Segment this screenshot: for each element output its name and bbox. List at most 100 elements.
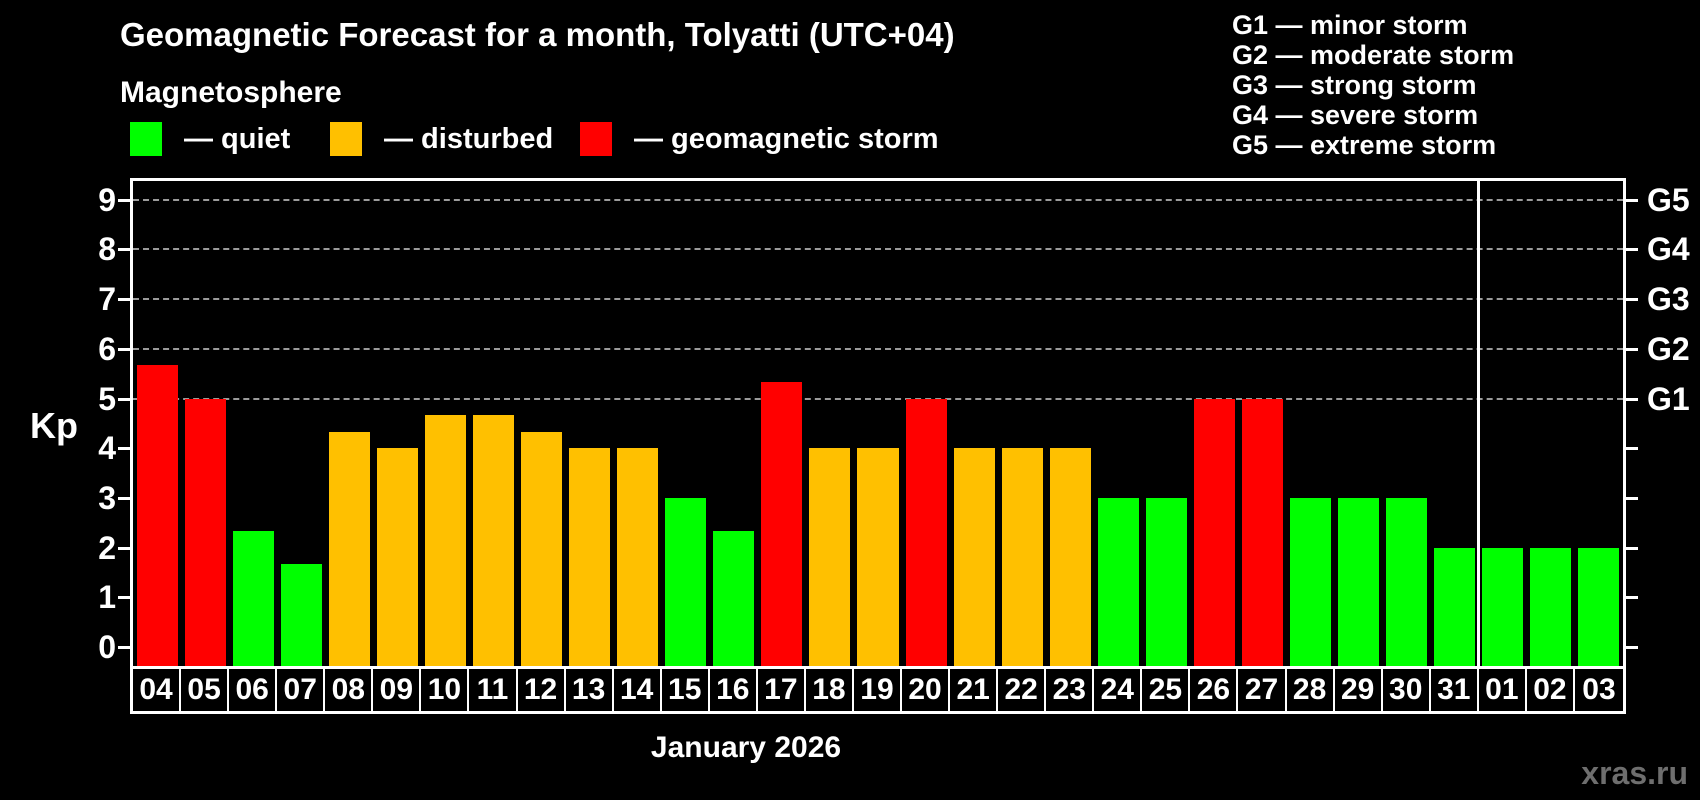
day-cell-11: 11 <box>469 669 518 711</box>
bar-day-01 <box>1482 547 1524 668</box>
left-tick-kp1 <box>118 596 131 600</box>
y-tick-label-4: 4 <box>98 430 116 467</box>
day-cell-15: 15 <box>662 669 710 711</box>
day-cell-21: 21 <box>950 669 999 711</box>
g-axis-label-G2: G2 <box>1647 330 1690 367</box>
g-scale-legend: G1 — minor storm G2 — moderate storm G3 … <box>1232 10 1514 160</box>
left-tick-kp3 <box>118 496 131 500</box>
gridline-kp6 <box>133 347 1623 350</box>
g-legend-line-g2: G2 — moderate storm <box>1232 40 1515 70</box>
right-tick-kp1 <box>1625 596 1638 600</box>
g-legend-line-g4: G4 — severe storm <box>1232 100 1479 130</box>
day-cell-28: 28 <box>1287 669 1335 711</box>
y-tick-label-5: 5 <box>98 380 116 417</box>
left-tick-kp8 <box>118 248 131 252</box>
right-tick-kp8 <box>1625 248 1638 252</box>
right-tick-kp9 <box>1625 198 1638 202</box>
day-cell-06: 06 <box>229 669 278 711</box>
gridline-kp7 <box>133 298 1623 301</box>
legend-label-storm: — geomagnetic storm <box>634 122 939 155</box>
watermark: xras.ru <box>1581 755 1688 791</box>
chart-title: Geomagnetic Forecast for a month, Tolyat… <box>120 16 955 53</box>
y-tick-label-8: 8 <box>98 231 116 268</box>
bar-day-29 <box>1338 497 1380 668</box>
day-cell-04: 04 <box>133 669 182 711</box>
left-tick-kp9 <box>118 198 131 202</box>
right-tick-kp2 <box>1625 546 1638 550</box>
x-axis-title: January 2026 <box>650 731 842 764</box>
legend-label-quiet: — quiet <box>184 122 291 155</box>
day-cell-03: 03 <box>1582 673 1616 706</box>
day-cell-08: 08 <box>325 669 374 711</box>
day-cell-23: 23 <box>1046 669 1095 711</box>
day-cell-07: 07 <box>277 669 326 711</box>
right-axis-line <box>1623 178 1626 668</box>
day-cell-01: 01 <box>1479 669 1527 711</box>
storm-color-swatch <box>580 122 612 156</box>
bar-day-15 <box>665 497 707 668</box>
g-axis-label-G1: G1 <box>1647 380 1690 417</box>
bar-day-18 <box>809 448 851 668</box>
day-cell-19: 19 <box>854 669 903 711</box>
legend-title: Magnetosphere <box>120 76 342 109</box>
g-legend-line-g5: G5 — extreme storm <box>1232 130 1497 160</box>
g-legend-line-g3: G3 — strong storm <box>1232 70 1477 100</box>
y-tick-label-1: 1 <box>98 579 116 616</box>
legend-label-disturbed: — disturbed <box>384 122 554 155</box>
day-cell-24: 24 <box>1094 669 1143 711</box>
day-cell-10: 10 <box>421 669 470 711</box>
y-axis-title: Kp <box>30 405 78 446</box>
bar-day-14 <box>617 448 659 668</box>
right-tick-kp7 <box>1625 298 1638 302</box>
right-tick-kp6 <box>1625 347 1638 351</box>
bar-day-12 <box>521 431 563 668</box>
day-cell-17: 17 <box>758 669 806 711</box>
bar-day-07 <box>280 564 322 668</box>
right-tick-kp0 <box>1625 646 1638 649</box>
bar-day-24 <box>1097 497 1139 668</box>
gridline-kp9 <box>133 198 1623 201</box>
day-cell-14: 14 <box>614 669 662 711</box>
x-axis-day-label-row: 04 05 06 07 08 09 10 11 12 13 14 15 16 17 18 19 20 21 22 23… <box>130 666 1626 714</box>
bar-day-20 <box>905 398 947 668</box>
y-axis-line <box>130 178 133 668</box>
day-cell-16: 16 <box>710 669 758 711</box>
y-tick-label-0: 0 <box>98 629 116 665</box>
bar-day-19 <box>857 448 899 668</box>
bar-day-27 <box>1241 398 1284 668</box>
bar-day-26 <box>1193 398 1235 668</box>
day-cell-30: 30 <box>1383 669 1431 711</box>
bar-day-06 <box>232 531 274 668</box>
day-cell-13: 13 <box>566 669 614 711</box>
day-cell-09: 09 <box>373 669 422 711</box>
bar-day-17 <box>761 382 803 668</box>
month-separator-line <box>1477 180 1481 668</box>
day-cell-05: 05 <box>181 669 230 711</box>
y-tick-label-9: 9 <box>98 181 116 218</box>
day-cell-02: 02 <box>1527 669 1575 711</box>
day-cell-18: 18 <box>806 669 854 711</box>
plot-top-border <box>130 178 1626 181</box>
gridline-kp5 <box>133 397 1623 400</box>
gridline-kp8 <box>133 248 1623 251</box>
left-tick-kp5 <box>118 397 131 401</box>
bar-day-16 <box>713 531 755 668</box>
legend-item-storm: — geomagnetic storm <box>580 122 939 156</box>
bar-day-28 <box>1290 497 1332 668</box>
day-cell-12: 12 <box>518 669 566 711</box>
right-tick-kp3 <box>1625 496 1638 500</box>
day-cell-26: 26 <box>1190 669 1239 711</box>
bar-day-08 <box>328 431 370 668</box>
y-tick-label-6: 6 <box>98 330 116 367</box>
bar-day-11 <box>472 414 514 668</box>
bar-day-09 <box>376 448 418 668</box>
bar-day-13 <box>569 448 611 668</box>
day-cell-27: 27 <box>1238 669 1287 711</box>
legend-item-disturbed: — disturbed <box>330 122 553 156</box>
left-tick-kp4 <box>118 447 131 451</box>
y-tick-label-2: 2 <box>98 529 116 566</box>
bar-day-21 <box>953 448 995 668</box>
bar-day-22 <box>1001 448 1043 668</box>
bar-day-05 <box>184 398 226 668</box>
bar-day-31 <box>1434 547 1476 668</box>
